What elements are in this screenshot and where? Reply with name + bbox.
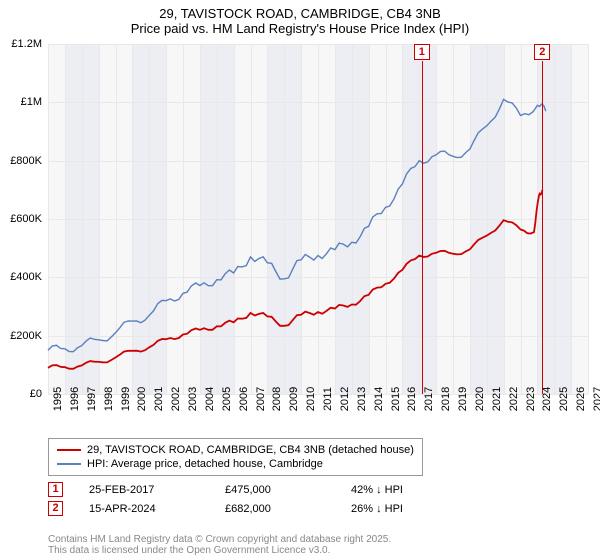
line-series-layer <box>48 44 588 394</box>
sale-price: £682,000 <box>225 503 325 515</box>
x-axis-label: 1997 <box>86 387 98 411</box>
x-axis-label: 2015 <box>390 387 402 411</box>
legend-label: 29, TAVISTOCK ROAD, CAMBRIDGE, CB4 3NB (… <box>87 444 414 456</box>
sale-marker: 1 <box>414 44 430 60</box>
x-axis-label: 2019 <box>457 387 469 411</box>
footer-line-1: Contains HM Land Registry data © Crown c… <box>48 534 391 545</box>
x-axis-label: 2001 <box>153 387 165 411</box>
legend-label: HPI: Average price, detached house, Camb… <box>87 458 323 470</box>
x-axis-label: 2007 <box>255 387 267 411</box>
x-axis-label: 2004 <box>204 387 216 411</box>
legend: 29, TAVISTOCK ROAD, CAMBRIDGE, CB4 3NB (… <box>48 438 423 476</box>
x-axis-label: 2026 <box>575 387 587 411</box>
title-line-1: 29, TAVISTOCK ROAD, CAMBRIDGE, CB4 3NB <box>0 6 600 21</box>
x-axis-label: 2025 <box>558 387 570 411</box>
x-axis-label: 2016 <box>406 387 418 411</box>
chart-area: 12 £0£200K£400K£600K£800K£1M£1.2M 199519… <box>48 44 588 394</box>
sale-price: £475,000 <box>225 484 325 496</box>
row-marker: 2 <box>48 501 63 516</box>
series-price_paid <box>48 190 542 369</box>
sale-date: 15-APR-2024 <box>89 503 199 515</box>
x-axis-label: 2027 <box>592 387 600 411</box>
x-axis-label: 2011 <box>322 387 334 411</box>
x-axis-label: 2005 <box>221 387 233 411</box>
x-axis-label: 2006 <box>238 387 250 411</box>
y-axis-label: £800K <box>10 155 42 167</box>
x-axis-label: 2017 <box>423 387 435 411</box>
x-axis-label: 2014 <box>373 387 385 411</box>
x-axis-label: 2023 <box>525 387 537 411</box>
x-axis-label: 2010 <box>305 387 317 411</box>
x-axis-label: 2000 <box>136 387 148 411</box>
x-axis-label: 2020 <box>474 387 486 411</box>
chart-title: 29, TAVISTOCK ROAD, CAMBRIDGE, CB4 3NB P… <box>0 0 600 36</box>
x-axis-label: 2021 <box>491 387 503 411</box>
series-hpi <box>48 99 546 351</box>
x-axis-label: 2002 <box>170 387 182 411</box>
y-axis-label: £400K <box>10 271 42 283</box>
sale-marker: 2 <box>534 44 550 60</box>
y-axis-label: £1.2M <box>11 38 42 50</box>
sale-diff: 26% ↓ HPI <box>351 503 403 515</box>
row-marker: 1 <box>48 482 63 497</box>
gridline-v <box>588 44 589 394</box>
y-axis-label: £0 <box>30 388 42 400</box>
sale-marker-line <box>422 61 423 394</box>
sale-date: 25-FEB-2017 <box>89 484 199 496</box>
x-axis-label: 2008 <box>271 387 283 411</box>
y-axis-label: £1M <box>21 96 42 108</box>
sale-marker-line <box>542 61 543 394</box>
x-axis-label: 2012 <box>339 387 351 411</box>
x-axis-label: 2024 <box>541 387 553 411</box>
legend-swatch <box>57 449 81 451</box>
title-line-2: Price paid vs. HM Land Registry's House … <box>0 21 600 36</box>
x-axis-label: 2003 <box>187 387 199 411</box>
x-axis-label: 1999 <box>120 387 132 411</box>
x-axis-label: 1995 <box>52 387 64 411</box>
table-row: 2 15-APR-2024 £682,000 26% ↓ HPI <box>48 501 403 516</box>
x-axis-label: 2022 <box>508 387 520 411</box>
footer-attribution: Contains HM Land Registry data © Crown c… <box>48 534 391 556</box>
x-axis-label: 2009 <box>288 387 300 411</box>
sales-table: 1 25-FEB-2017 £475,000 42% ↓ HPI 2 15-APR-202… <box>48 482 403 520</box>
x-axis-label: 2018 <box>440 387 452 411</box>
footer-line-2: This data is licensed under the Open Gov… <box>48 545 391 556</box>
sale-diff: 42% ↓ HPI <box>351 484 403 496</box>
y-axis-label: £200K <box>10 330 42 342</box>
x-axis-label: 2013 <box>356 387 368 411</box>
table-row: 1 25-FEB-2017 £475,000 42% ↓ HPI <box>48 482 403 497</box>
y-axis-label: £600K <box>10 213 42 225</box>
x-axis-label: 1998 <box>103 387 115 411</box>
legend-swatch <box>57 463 81 465</box>
x-axis-label: 1996 <box>69 387 81 411</box>
legend-item: 29, TAVISTOCK ROAD, CAMBRIDGE, CB4 3NB (… <box>57 443 414 457</box>
legend-item: HPI: Average price, detached house, Camb… <box>57 457 414 471</box>
